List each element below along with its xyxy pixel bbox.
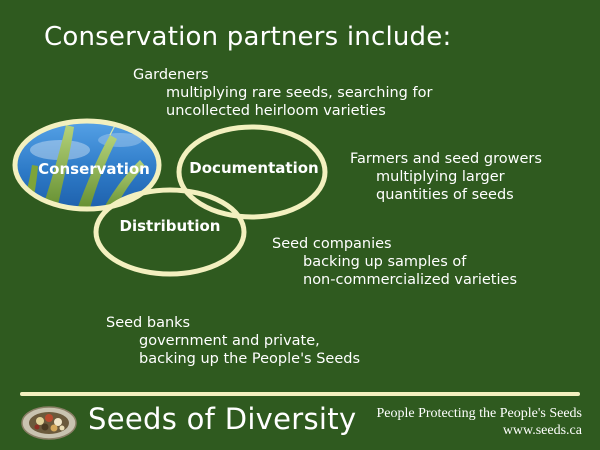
partner-line: government and private, [139, 333, 320, 349]
venn-label-conservation: Conservation [38, 160, 150, 178]
partner-line: multiplying rare seeds, searching for [166, 85, 433, 101]
partner-seed-banks: Seed banks government and private, backi… [106, 314, 360, 368]
documentation-ring [176, 124, 328, 220]
footer-tagline: People Protecting the People's Seeds www… [302, 405, 583, 439]
partner-line: uncollected heirloom varieties [166, 103, 386, 119]
distribution-ring [93, 187, 247, 277]
partner-seed-companies: Seed companies backing up samples of non… [272, 235, 517, 289]
brand-name: Seeds of Diversity [88, 402, 357, 436]
venn-diagram: Conservation Documentation Distribution [12, 118, 328, 277]
footer-divider [20, 392, 580, 396]
partner-line: quantities of seeds [376, 187, 514, 203]
partner-name: Seed banks [106, 315, 191, 331]
seeds-of-diversity-logo-icon [21, 406, 77, 440]
website-link[interactable]: www.seeds.ca [502, 423, 582, 438]
conservation-ring [12, 118, 162, 212]
partner-name: Farmers and seed growers [350, 151, 542, 167]
partner-line: non-commercialized varieties [303, 272, 517, 288]
venn-label-distribution: Distribution [120, 217, 221, 235]
partner-name: Seed companies [272, 236, 392, 252]
partner-name: Gardeners [133, 67, 209, 83]
slide-title: Conservation partners include: [44, 22, 452, 52]
venn-label-documentation: Documentation [189, 159, 318, 177]
partner-line: backing up samples of [303, 254, 467, 270]
partner-farmers: Farmers and seed growers multiplying lar… [350, 150, 542, 204]
partner-line: backing up the People's Seeds [139, 351, 361, 367]
tagline-text: People Protecting the People's Seeds [376, 406, 583, 421]
partner-gardeners: Gardeners multiplying rare seeds, search… [133, 66, 432, 120]
partner-line: multiplying larger [376, 169, 505, 185]
